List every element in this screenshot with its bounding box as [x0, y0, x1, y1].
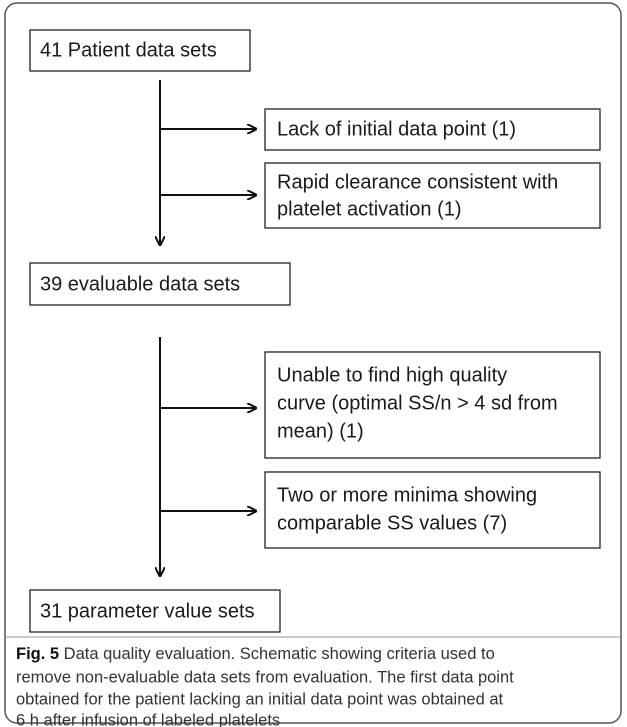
node-label: 39 evaluable data sets [40, 273, 240, 295]
caption-text: Data quality evaluation. Schematic showi… [59, 645, 495, 663]
node-box [29, 262, 291, 306]
node-box [29, 29, 251, 72]
node-box [264, 351, 601, 459]
caption-line: 6 h after infusion of labeled platelets [16, 711, 280, 727]
node-label: mean) (1) [277, 420, 364, 442]
node-label: curve (optimal SS/n > 4 sd from [277, 392, 558, 414]
node-label: 31 parameter value sets [40, 600, 255, 622]
node-label: Rapid clearance consistent with [277, 171, 558, 193]
caption-line: Fig. 5 Data quality evaluation. Schemati… [16, 645, 495, 663]
node-label: platelet activation (1) [277, 198, 462, 220]
node-box [264, 108, 601, 151]
node-label: comparable SS values (7) [277, 512, 507, 534]
node-box [264, 471, 601, 549]
caption-label: Fig. 5 [16, 645, 59, 663]
node-label: Unable to find high quality [277, 364, 507, 386]
node-label: 41 Patient data sets [40, 39, 217, 61]
frame [4, 2, 622, 724]
node-label: Lack of initial data point (1) [277, 118, 516, 140]
caption-line: remove non-evaluable data sets from eval… [16, 668, 514, 686]
node-box [29, 589, 281, 633]
node-label: Two or more minima showing [277, 484, 537, 506]
caption-line: obtained for the patient lacking an init… [16, 690, 504, 708]
node-box [264, 162, 601, 229]
